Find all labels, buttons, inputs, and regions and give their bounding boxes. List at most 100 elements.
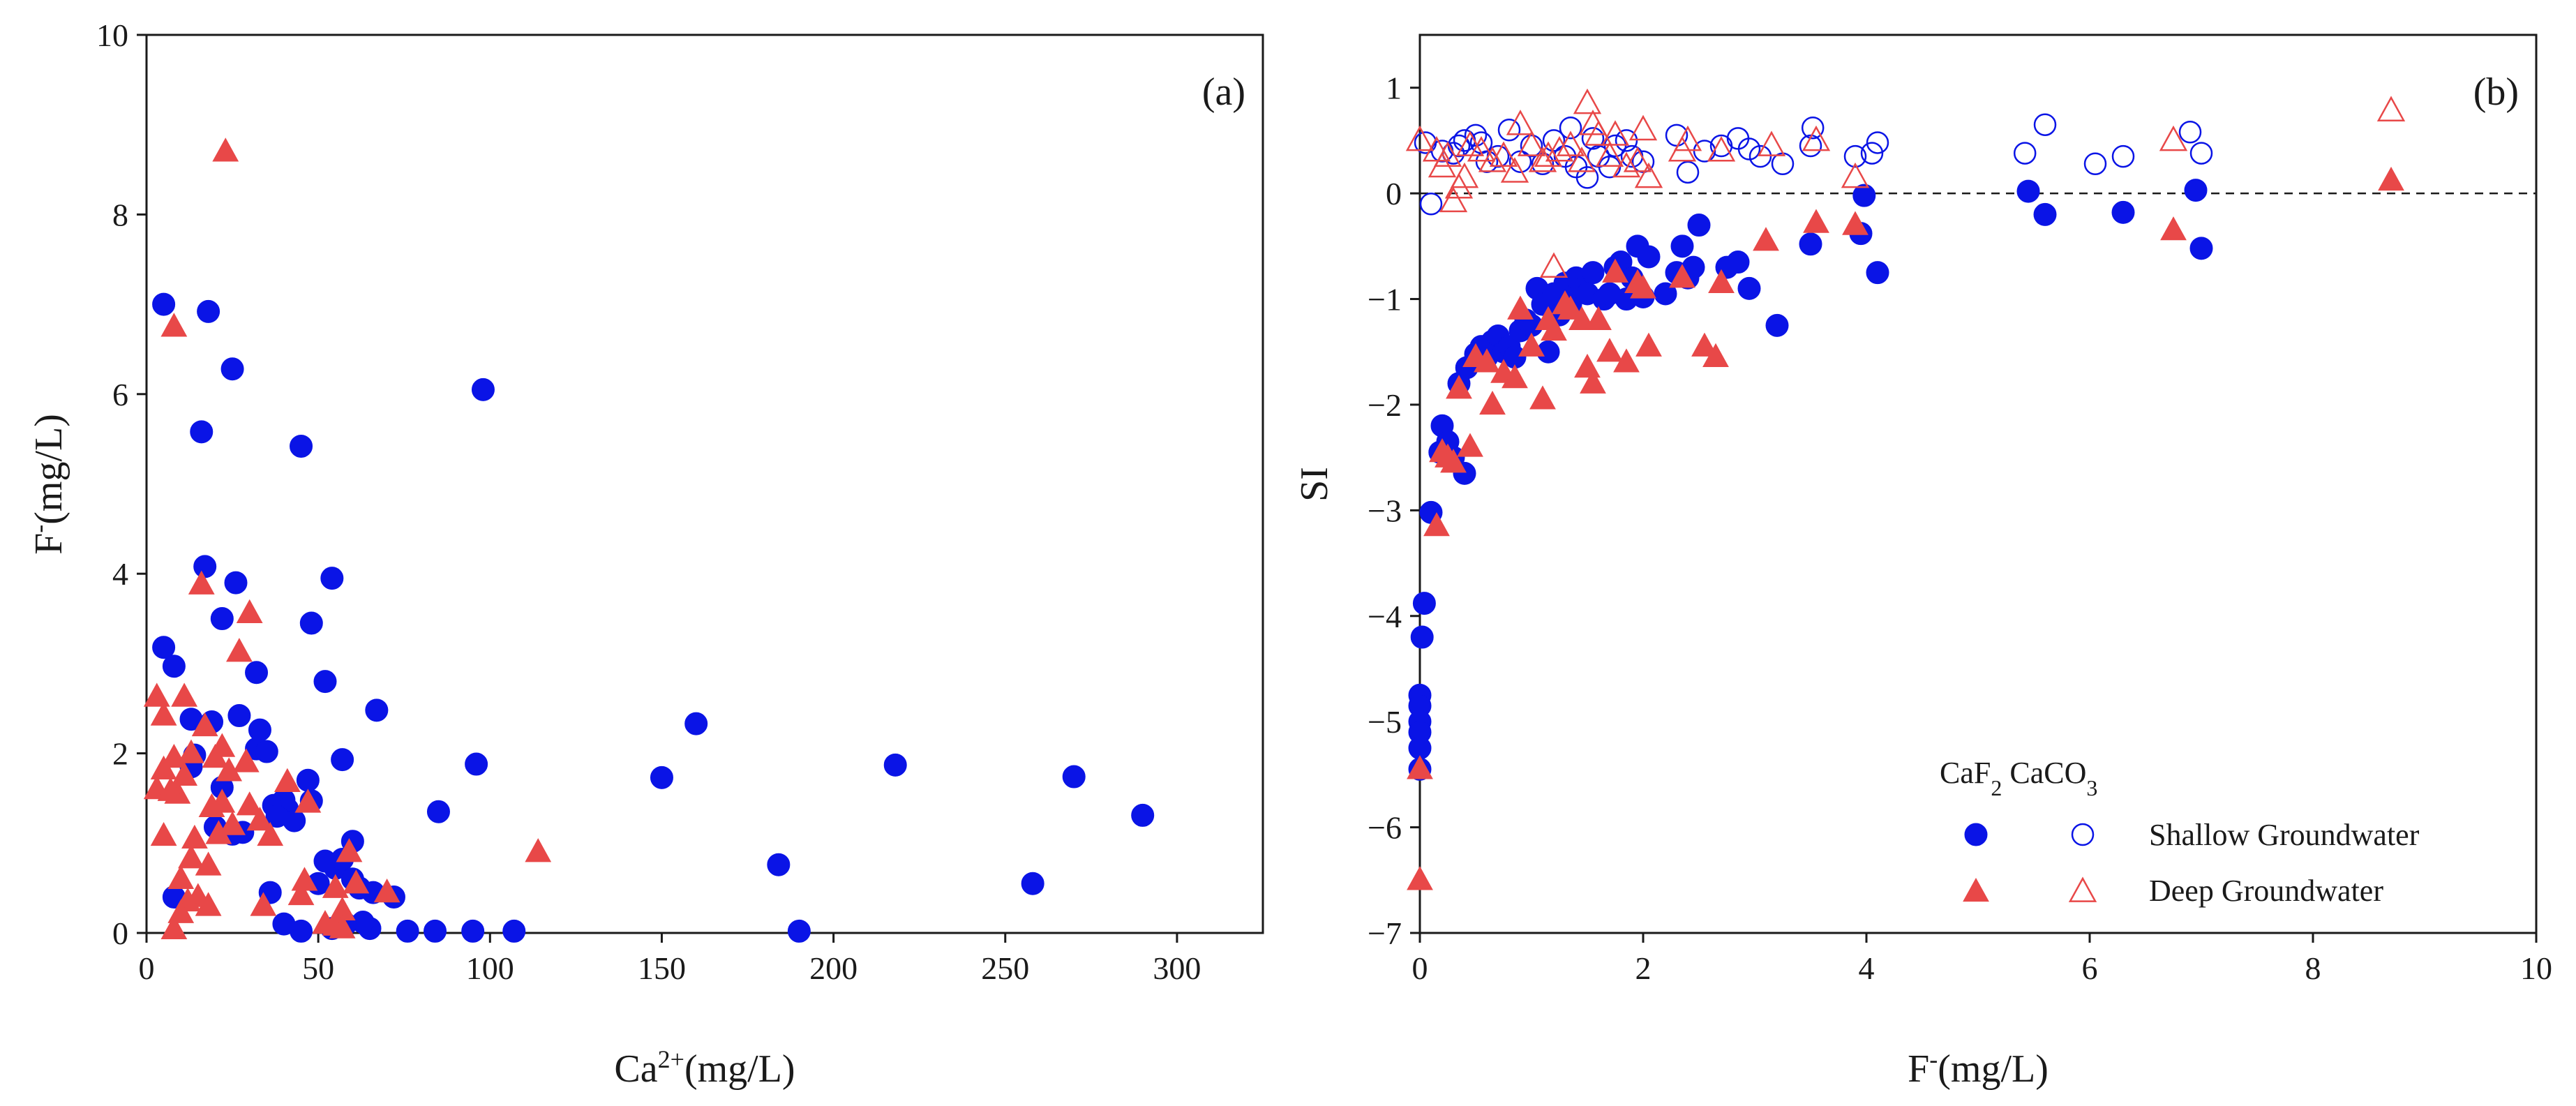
data-point-b-1-38: [1866, 131, 1889, 154]
data-point-a-0-61: [461, 919, 485, 943]
data-point-a-0-39: [426, 800, 450, 823]
legend-swatch-open-1: [2068, 876, 2097, 902]
series-b-1: [1414, 113, 2213, 216]
panel-label-a: (a): [1202, 70, 1245, 114]
data-point-b-1-10: [1497, 119, 1521, 142]
data-point-a-1-4: [226, 638, 253, 662]
data-point-b-2-6: [1446, 375, 1472, 399]
data-point-b-1-28: [1693, 140, 1716, 163]
data-point-a-0-10: [299, 611, 323, 635]
data-point-b-1-1: [1419, 193, 1443, 216]
data-point-b-0-47: [1654, 282, 1677, 306]
data-point-b-0-63: [2111, 200, 2135, 224]
data-point-b-2-36: [1842, 211, 1869, 235]
data-point-a-1-28: [181, 824, 208, 849]
data-point-b-3-33: [1802, 125, 1831, 151]
data-point-a-0-59: [396, 919, 419, 943]
x-tick-label-b-3: 6: [2082, 950, 2098, 986]
y-tick-label-b-8: 1: [1386, 70, 1402, 106]
data-point-a-1-2: [188, 570, 215, 595]
data-point-b-0-37: [1581, 261, 1605, 285]
data-point-b-3-31: [1707, 135, 1736, 162]
data-point-a-1-23: [236, 791, 263, 816]
data-point-b-2-22: [1580, 369, 1606, 394]
data-point-a-1-36: [167, 865, 195, 889]
x-axis-title-a: Ca2+(mg/L): [614, 1045, 795, 1091]
data-point-b-2-7: [1457, 433, 1483, 457]
legend-swatches-shallow: [1964, 823, 2095, 846]
data-point-b-0-59: [1852, 184, 1876, 207]
data-point-b-2-15: [1529, 385, 1556, 410]
data-point-b-3-23: [1595, 141, 1624, 167]
data-point-a-0-2: [220, 357, 244, 381]
data-point-b-2-2: [1423, 512, 1450, 537]
data-point-a-1-6: [171, 682, 198, 707]
data-point-a-0-24: [331, 748, 354, 772]
data-point-b-3-32: [1757, 130, 1786, 156]
series-b-0: [1408, 179, 2213, 781]
data-point-b-2-9: [1474, 348, 1500, 373]
series-a-0: [152, 292, 1155, 943]
data-point-b-2-31: [1691, 332, 1718, 357]
data-point-b-3-10: [1489, 141, 1518, 167]
data-point-b-3-17: [1545, 135, 1574, 162]
y-tick-label-b-2: −5: [1368, 704, 1402, 740]
data-point-b-3-3: [1433, 141, 1462, 167]
data-point-b-3-15: [1534, 141, 1563, 167]
x-tick-label-a-6: 300: [1153, 950, 1201, 986]
x-tick-label-a-0: 0: [139, 950, 155, 986]
y-tick-label-b-0: −7: [1368, 916, 1402, 951]
data-point-b-1-21: [1598, 156, 1622, 179]
data-point-b-3-19: [1567, 147, 1596, 172]
legend-header-caco-sub: 3: [2086, 775, 2097, 800]
data-point-a-1-31: [525, 838, 552, 862]
data-point-b-3-6: [1450, 162, 1479, 188]
data-point-a-1-12: [202, 744, 229, 768]
data-point-a-1-40: [287, 881, 315, 906]
x-tick-label-a-2: 100: [466, 950, 514, 986]
data-point-a-0-62: [502, 919, 526, 943]
data-point-b-3-1: [1422, 135, 1451, 162]
data-point-a-1-21: [294, 789, 322, 813]
data-point-b-3-13: [1517, 130, 1546, 156]
plot-area-b: 0 2 4 6 8 10 −7 −6 −5 −4 −3 −2 −1 0 1: [1368, 70, 2552, 986]
data-point-b-1-22: [1603, 134, 1627, 158]
x-tick-label-b-2: 4: [1859, 950, 1875, 986]
y-axis-title-b: SI: [1293, 467, 1336, 502]
data-point-b-0-64: [2184, 179, 2208, 202]
data-point-b-3-36: [2376, 96, 2406, 121]
data-point-b-1-27: [1676, 160, 1700, 184]
data-point-b-2-28: [1630, 274, 1656, 299]
data-point-b-1-39: [2013, 142, 2037, 165]
data-point-b-2-17: [1541, 316, 1567, 341]
y-tick-label-a-4: 8: [112, 197, 128, 232]
data-point-a-0-49: [767, 853, 791, 876]
data-point-b-1-25: [1631, 150, 1655, 173]
series-b-2: [1407, 166, 2404, 890]
data-point-a-0-6: [193, 555, 217, 578]
data-point-a-1-30: [257, 821, 284, 846]
data-point-b-2-14: [1518, 332, 1545, 357]
legend-label-deep: Deep Groundwater: [2149, 874, 2383, 908]
y-tick-label-b-4: −3: [1368, 493, 1402, 528]
data-point-a-0-28: [1062, 765, 1086, 789]
data-point-b-3-24: [1601, 120, 1630, 146]
x-axis-title-a-main: Ca: [614, 1047, 657, 1091]
data-point-b-1-36: [1843, 144, 1867, 168]
data-point-a-1-25: [246, 807, 274, 831]
data-point-a-0-20: [684, 712, 708, 735]
data-point-a-0-5: [290, 434, 313, 458]
data-point-b-3-4: [1439, 186, 1468, 213]
data-point-b-1-33: [1771, 152, 1795, 175]
legend: CaF2 CaCO3 Shallow Groundwater Deep Grou…: [1940, 756, 2420, 908]
data-point-b-2-30: [1669, 264, 1695, 288]
y-tick-label-a-3: 6: [112, 377, 128, 412]
data-point-b-0-65: [2189, 237, 2213, 260]
data-point-a-0-13: [245, 661, 269, 685]
data-point-b-2-12: [1502, 364, 1528, 389]
data-point-b-3-34: [1841, 162, 1870, 188]
x-tick-label-a-5: 250: [981, 950, 1029, 986]
data-point-a-1-11: [160, 744, 188, 768]
data-point-b-1-14: [1542, 129, 1566, 152]
data-point-a-1-37: [343, 869, 370, 894]
